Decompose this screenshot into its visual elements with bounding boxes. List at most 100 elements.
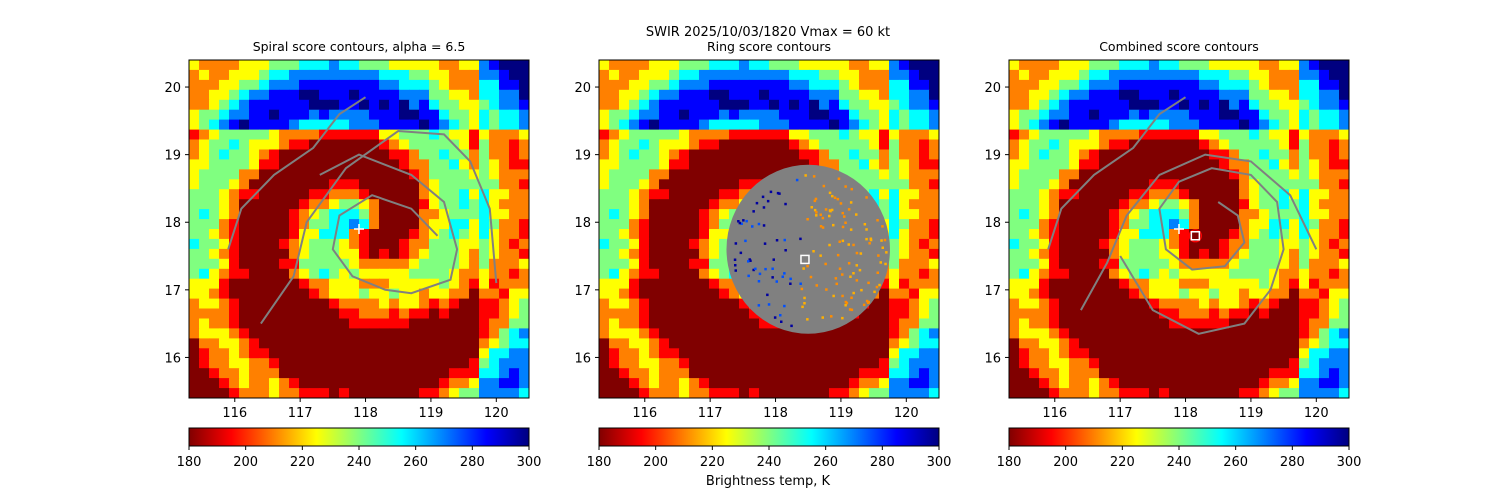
heatmap-cell (1179, 149, 1190, 160)
heatmap-cell (439, 248, 450, 260)
heatmap-cell (499, 338, 510, 349)
heatmap-cell (449, 169, 460, 180)
heatmap-cell (359, 189, 370, 200)
heatmap-cell (1039, 119, 1050, 131)
heatmap-cell (669, 308, 680, 319)
heatmap-cell (609, 368, 620, 379)
ring-speckle (804, 174, 807, 177)
heatmap-cell (239, 258, 250, 270)
ring-speckle (803, 302, 806, 305)
heatmap-cell (1079, 378, 1090, 389)
heatmap-cell (1049, 219, 1060, 230)
heatmap-cell (649, 199, 660, 210)
heatmap-cell (199, 368, 210, 379)
heatmap-cell (889, 298, 900, 310)
heatmap-cell (389, 338, 400, 349)
heatmap-cell (1189, 149, 1200, 160)
heatmap-cell (1219, 149, 1230, 160)
heatmap-cell (399, 338, 410, 349)
heatmap-cell (1019, 219, 1030, 230)
heatmap-cell (649, 308, 660, 319)
heatmap-cell (299, 268, 310, 280)
heatmap-cell (509, 169, 520, 180)
best-circle-marker (1188, 229, 1202, 243)
heatmap-cell (669, 60, 680, 71)
heatmap-cell (1009, 378, 1020, 389)
ring-speckle (879, 261, 882, 264)
heatmap-cell (869, 338, 880, 349)
panel-title: Combined score contours (1099, 39, 1259, 54)
heatmap-cell (1049, 358, 1060, 369)
heatmap-cell (1339, 368, 1349, 379)
heatmap-cell (219, 189, 230, 200)
heatmap-cell (1239, 258, 1250, 270)
heatmap-cell (1029, 79, 1040, 91)
heatmap-cell (679, 219, 690, 230)
heatmap-cell (919, 288, 930, 300)
heatmap-cell (209, 159, 220, 170)
ring-speckle (748, 258, 751, 261)
heatmap-cell (189, 358, 200, 369)
heatmap-cell (1339, 308, 1349, 319)
heatmap-cell (1049, 229, 1060, 240)
heatmap-cell (1309, 308, 1320, 319)
figure-suptitle: SWIR 2025/10/03/1820 Vmax = 60 kt (646, 25, 890, 40)
heatmap-cell (679, 199, 690, 210)
heatmap-cell (619, 278, 630, 290)
heatmap-cell (1059, 288, 1070, 300)
heatmap-cell (759, 149, 770, 160)
heatmap-cell (1269, 149, 1280, 160)
heatmap-cell (669, 328, 680, 339)
heatmap-cell (1329, 348, 1340, 359)
heatmap-cell (1279, 248, 1290, 260)
heatmap-cell (289, 79, 300, 91)
heatmap-cell (189, 159, 200, 170)
heatmap-cell (1209, 159, 1220, 170)
heatmap-cell (909, 119, 920, 131)
heatmap-cell (1139, 288, 1150, 300)
heatmap-cell (639, 139, 650, 150)
ring-speckle (873, 290, 876, 294)
heatmap-cell (479, 159, 490, 170)
heatmap-cell (899, 60, 910, 71)
heatmap-cell (509, 199, 520, 210)
heatmap-cell (919, 89, 930, 101)
heatmap-cell (919, 219, 930, 230)
heatmap-cell (329, 318, 340, 329)
heatmap-cell (1139, 248, 1150, 260)
heatmap-cell (1199, 308, 1210, 319)
heatmap-cell (1219, 298, 1230, 310)
heatmap-cell (209, 89, 220, 101)
heatmap-cell (299, 79, 310, 91)
heatmap-cell (1069, 308, 1080, 319)
heatmap-cell (669, 119, 680, 131)
heatmap-cell (709, 388, 720, 398)
ring-speckle (755, 201, 759, 205)
ring-speckle (838, 240, 841, 243)
heatmap-cell (1089, 79, 1100, 91)
heatmap-cell (1289, 219, 1300, 230)
heatmap-cell (329, 258, 340, 270)
heatmap-cell (1029, 268, 1040, 280)
heatmap-cell (519, 199, 529, 210)
heatmap-cell (289, 288, 300, 300)
heatmap-cell (1039, 89, 1050, 101)
heatmap-cell (199, 358, 210, 369)
heatmap-cell (239, 179, 250, 190)
heatmap-cell (709, 209, 720, 220)
heatmap-cell (479, 119, 490, 131)
heatmap-cell (1269, 338, 1280, 349)
heatmap-cell (449, 79, 460, 91)
heatmap-cell (649, 318, 660, 329)
heatmap-cell (1129, 169, 1140, 180)
heatmap-cell (349, 179, 360, 190)
heatmap-cell (599, 60, 610, 71)
heatmap-cell (1319, 229, 1330, 240)
heatmap-cell (1219, 139, 1230, 150)
heatmap-cell (1269, 368, 1280, 379)
heatmap-cell (209, 388, 220, 398)
heatmap-cell (259, 109, 270, 121)
heatmap-cell (849, 368, 860, 379)
heatmap-cell (849, 388, 860, 398)
heatmap-cell (419, 288, 430, 300)
